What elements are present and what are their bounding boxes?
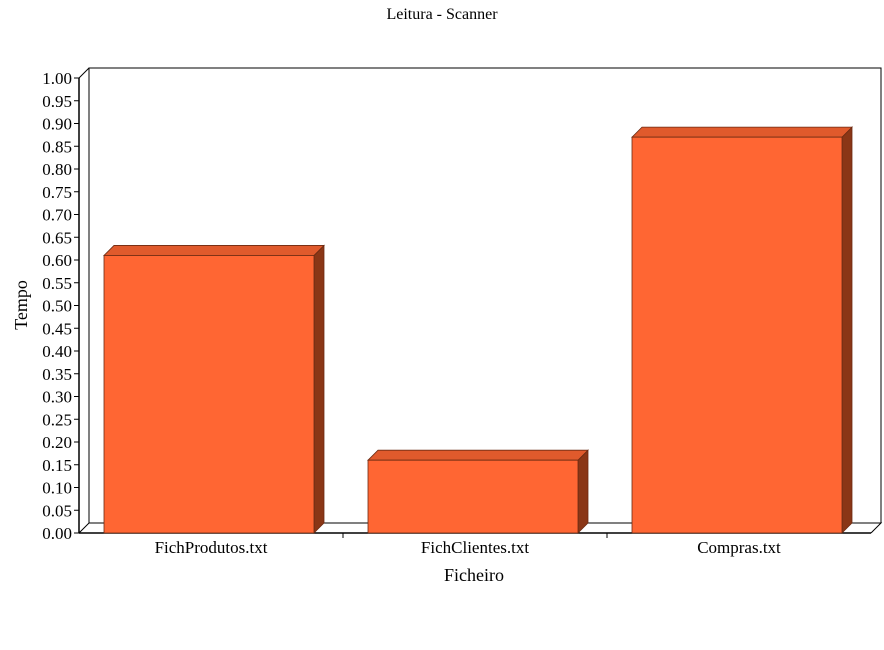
y-tick-label: 0.75 xyxy=(42,183,72,202)
bar-top xyxy=(367,449,589,461)
bar-front xyxy=(367,459,579,534)
x-tick-label: Compras.txt xyxy=(697,538,781,557)
y-tick-label: 0.50 xyxy=(42,297,72,316)
x-tick-label: FichClientes.txt xyxy=(421,538,529,557)
y-tick-label: 0.05 xyxy=(42,501,72,520)
y-tick-label: 1.00 xyxy=(42,69,72,88)
bar-front xyxy=(631,136,843,534)
frame-edge xyxy=(78,67,90,79)
y-tick-label: 0.30 xyxy=(42,388,72,407)
y-axis-ticks: 0.00 0.05 0.10 0.15 0.20 0.25 0.30 0.35 0.40 0.45… xyxy=(42,69,79,543)
y-tick-label: 0.40 xyxy=(42,342,72,361)
x-axis-tick-labels: FichProdutos.txt FichClientes.txt Compras.… xyxy=(155,533,781,557)
y-axis-label: Tempo xyxy=(11,280,31,330)
bar-front xyxy=(103,255,315,534)
y-tick-label: 0.25 xyxy=(42,410,72,429)
y-tick-label: 0.55 xyxy=(42,274,72,293)
y-tick-label: 0.70 xyxy=(42,206,72,225)
y-tick-label: 0.20 xyxy=(42,433,72,452)
chart-title: Leitura - Scanner xyxy=(386,6,498,23)
y-tick-label: 0.60 xyxy=(42,251,72,270)
bars xyxy=(103,126,853,534)
x-tick-label: FichProdutos.txt xyxy=(155,538,268,557)
bar-side xyxy=(313,244,325,534)
y-tick-label: 0.80 xyxy=(42,160,72,179)
y-tick-label: 0.90 xyxy=(42,115,72,134)
bar-top xyxy=(103,245,325,256)
bar-side xyxy=(577,449,589,534)
bar-top xyxy=(631,126,853,138)
bar xyxy=(367,449,589,534)
y-tick-label: 0.95 xyxy=(42,92,72,111)
y-tick-label: 0.15 xyxy=(42,456,72,475)
back-wall xyxy=(88,67,882,523)
bar xyxy=(103,244,325,534)
bar xyxy=(631,126,853,534)
bar-side xyxy=(841,126,853,534)
x-axis-label: Ficheiro xyxy=(444,565,504,585)
y-tick-label: 0.00 xyxy=(42,524,72,543)
y-tick-label: 0.45 xyxy=(42,319,72,338)
y-tick-label: 0.65 xyxy=(42,228,72,247)
y-tick-label: 0.10 xyxy=(42,479,72,498)
y-tick-label: 0.85 xyxy=(42,137,72,156)
y-tick-label: 0.35 xyxy=(42,365,72,384)
